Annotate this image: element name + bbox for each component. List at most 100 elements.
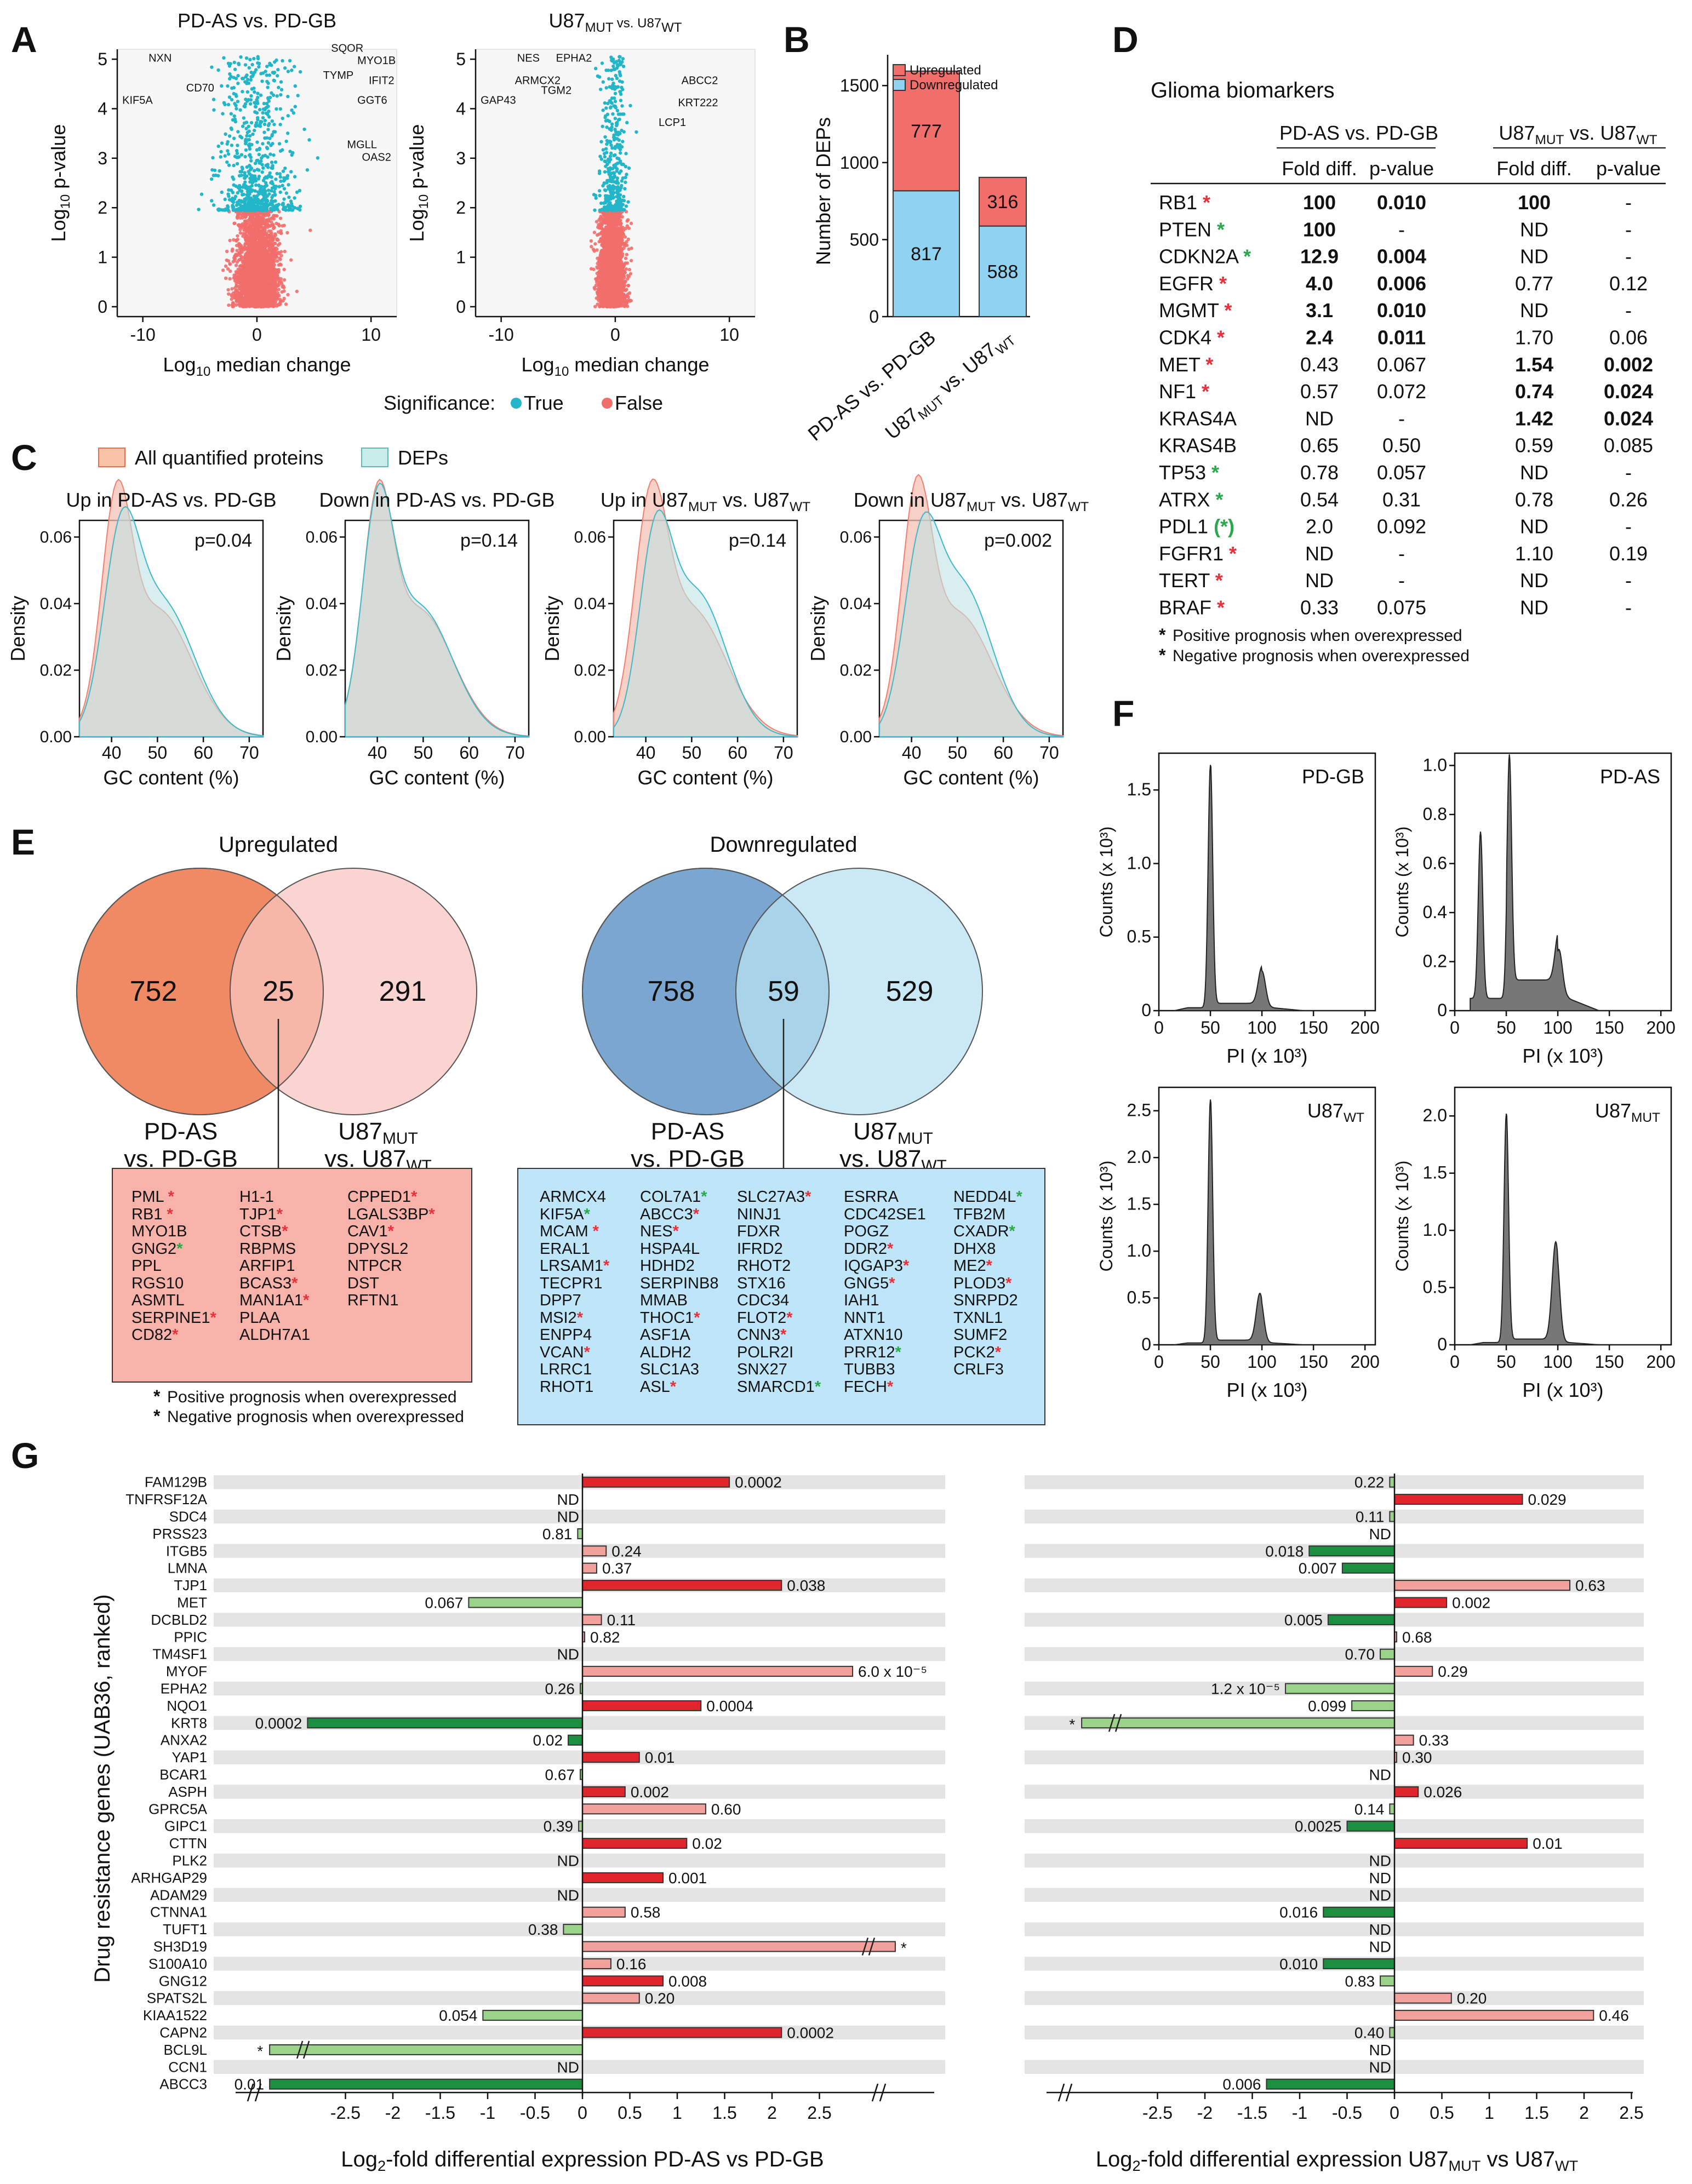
point-sig [248,164,252,168]
point-sig [236,82,240,85]
point-nonsig [273,300,278,303]
point-sig [278,149,283,153]
point-nonsig [242,276,247,280]
point-sig [227,163,231,167]
point-sig [283,166,287,170]
point-sig [239,153,244,157]
point-nonsig [254,301,258,305]
point-sig [271,199,275,203]
point-nonsig [256,269,260,273]
point-nonsig [246,234,250,239]
point-nonsig [262,236,266,240]
point-nonsig [240,269,244,273]
point-sig [278,175,283,179]
point-sig [290,153,294,157]
point-nonsig [261,275,265,279]
point-nonsig [249,291,253,295]
point-sig [267,192,271,196]
point-sig [261,166,265,170]
point-sig [223,197,227,202]
point-sig [226,61,231,65]
point-nonsig [278,216,283,220]
point-nonsig [289,258,293,262]
point-sig [221,112,225,116]
point-nonsig [625,253,628,256]
point-nonsig [234,303,238,307]
point-sig [271,71,275,74]
point-nonsig [286,293,290,297]
point-nonsig [278,301,282,305]
point-sig [293,175,297,179]
point-sig [258,187,262,191]
point-sig [252,169,256,173]
point-nonsig [295,289,299,294]
point-nonsig [224,264,228,268]
point-nonsig [238,280,242,285]
point-sig [235,148,239,153]
point-nonsig [279,277,283,281]
point-nonsig [270,248,275,252]
x-tick-label: 10 [719,325,739,345]
point-sig [219,155,222,159]
point-nonsig [277,263,281,267]
point-sig [261,142,265,146]
point-sig [286,94,290,99]
point-nonsig [241,216,244,220]
point-sig [298,70,302,74]
point-nonsig [239,257,243,261]
point-nonsig [283,249,287,254]
point-sig [248,186,252,191]
volcano-title: PD-AS vs. PD-GB [178,9,336,32]
point-nonsig [266,273,270,277]
x-tick-label: 0 [252,325,262,345]
point-sig [277,185,282,188]
point-nonsig [282,267,286,272]
point-sig [296,94,300,98]
point-sig [262,130,266,134]
point-nonsig [262,285,266,289]
point-sig [243,171,247,175]
point-nonsig [267,297,271,301]
point-sig [245,130,249,135]
point-nonsig [253,232,257,236]
point-sig [243,63,248,67]
point-nonsig [270,303,273,307]
point-nonsig [250,304,254,308]
point-sig [242,116,246,120]
point-sig [236,186,241,190]
point-sig [266,128,270,131]
y-tick-label: 4 [98,99,107,118]
point-nonsig [253,222,256,226]
point-sig [266,81,270,85]
point-sig [199,192,204,196]
point-nonsig [228,238,232,243]
point-sig [272,153,276,157]
point-nonsig [271,293,275,297]
point-sig [271,166,275,170]
volcano-points [197,55,320,309]
point-sig [252,56,256,61]
point-sig [237,174,242,178]
point-nonsig [593,242,597,246]
point-sig [307,138,311,142]
x-tick-label: 0 [610,325,620,345]
point-nonsig [258,274,262,279]
point-nonsig [239,224,244,228]
point-nonsig [256,265,260,269]
point-sig [266,141,271,145]
point-nonsig [624,267,628,271]
point-sig [232,91,236,96]
point-nonsig [226,288,230,292]
label-span: p-value [47,124,70,194]
point-nonsig [221,268,225,272]
point-sig [282,187,287,191]
point-nonsig [238,304,242,308]
point-nonsig [256,213,260,217]
point-nonsig [228,262,232,266]
point-nonsig [278,256,282,260]
point-sig [251,198,255,202]
point-sig [239,190,243,193]
point-sig [223,102,227,107]
point-sig [210,199,214,203]
point-sig [273,204,277,209]
